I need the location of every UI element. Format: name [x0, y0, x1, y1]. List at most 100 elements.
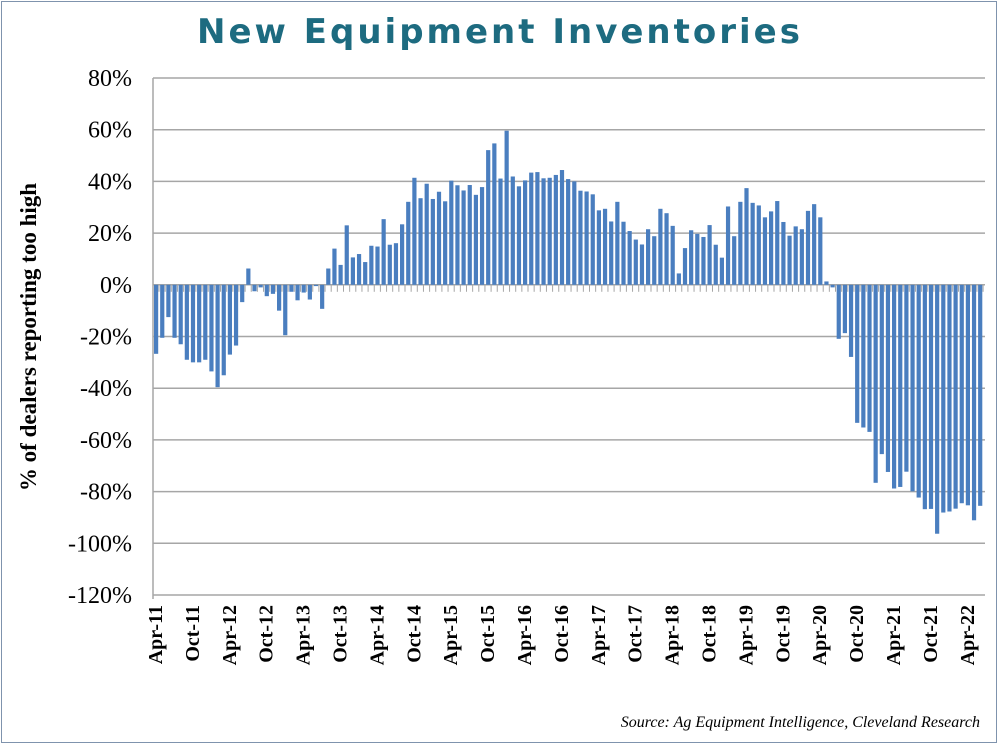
bar [978, 284, 983, 506]
bar [824, 281, 829, 285]
bar [799, 229, 804, 285]
bar [867, 284, 872, 432]
x-tick-label: Oct-18 [699, 605, 721, 663]
bar [344, 225, 349, 285]
bar [639, 244, 645, 285]
x-tick-label: Apr-15 [440, 605, 462, 665]
bar [922, 284, 927, 510]
bar [848, 284, 854, 357]
bar [504, 130, 509, 285]
bar [326, 268, 331, 285]
x-tick-label: Apr-19 [735, 605, 757, 665]
bar [836, 284, 841, 339]
bar [449, 180, 454, 285]
x-tick-label: Oct-12 [256, 605, 278, 663]
chart-title: New Equipment Inventories [197, 12, 803, 52]
bar [295, 284, 300, 301]
bar [455, 185, 460, 285]
bar [547, 177, 552, 285]
bar [369, 245, 374, 285]
bar [313, 284, 319, 287]
bar [264, 284, 269, 297]
bar [793, 226, 798, 285]
x-tick-label: Apr-12 [219, 605, 241, 665]
bar [252, 284, 257, 292]
bar [621, 221, 626, 285]
bar [406, 201, 411, 285]
bar [953, 284, 958, 509]
y-tick-label: -80% [80, 480, 132, 506]
bar [762, 217, 768, 285]
bar [350, 257, 355, 285]
bar [646, 229, 651, 285]
x-tick-label: Apr-20 [809, 605, 831, 665]
bar [682, 248, 688, 285]
bar [756, 205, 761, 285]
x-tick-label: Oct-14 [403, 605, 425, 663]
bar [523, 180, 528, 285]
bar [719, 257, 724, 285]
bar [695, 233, 700, 285]
bar [209, 284, 214, 372]
bar [510, 176, 515, 285]
bar [381, 219, 386, 285]
y-tick-label: 20% [88, 221, 132, 247]
bar [769, 211, 774, 285]
y-tick-label: -100% [68, 531, 132, 557]
bar [221, 284, 226, 376]
bar [270, 284, 276, 294]
bar [916, 284, 921, 498]
bar [812, 204, 817, 285]
bar [855, 284, 860, 423]
bar [892, 284, 897, 489]
bar [615, 201, 620, 285]
y-tick-label: 0% [100, 273, 132, 299]
bar [338, 264, 343, 285]
bar [283, 284, 288, 336]
bar [670, 225, 675, 285]
y-tick-label: -60% [80, 428, 132, 454]
y-tick-label: 60% [88, 118, 132, 144]
bar [184, 284, 189, 360]
bar [775, 201, 780, 285]
bar [732, 236, 737, 285]
bar [873, 284, 878, 483]
bar [559, 170, 565, 285]
bar [818, 217, 823, 285]
bar [633, 239, 638, 285]
x-tick-label: Apr-18 [662, 605, 684, 665]
bar [258, 284, 263, 288]
bar [701, 236, 706, 285]
bar [393, 243, 399, 285]
bar [172, 284, 177, 338]
bar [289, 284, 294, 292]
bar [965, 284, 970, 506]
bar [240, 284, 245, 303]
x-tick-label: Apr-16 [514, 605, 536, 665]
bar [516, 186, 522, 285]
x-tick-label: Oct-21 [920, 605, 942, 663]
bar [190, 284, 196, 363]
bar [787, 235, 792, 285]
bar [178, 284, 183, 345]
bar [160, 284, 165, 338]
x-tick-label: Oct-15 [477, 605, 499, 663]
bar [332, 248, 337, 285]
bar [959, 284, 964, 504]
bar [910, 284, 915, 492]
x-tick-label: Apr-21 [883, 605, 905, 665]
bar [590, 194, 595, 285]
bar [584, 191, 589, 285]
y-axis-title: % of dealers reporting too high [16, 183, 41, 491]
bar [307, 284, 312, 300]
bar [375, 246, 380, 285]
bar [596, 210, 601, 285]
bar [566, 179, 571, 285]
bar [689, 230, 694, 285]
bar [387, 244, 392, 285]
bar [904, 284, 909, 472]
bar [277, 284, 282, 311]
bar [498, 178, 503, 285]
bar [467, 185, 472, 285]
